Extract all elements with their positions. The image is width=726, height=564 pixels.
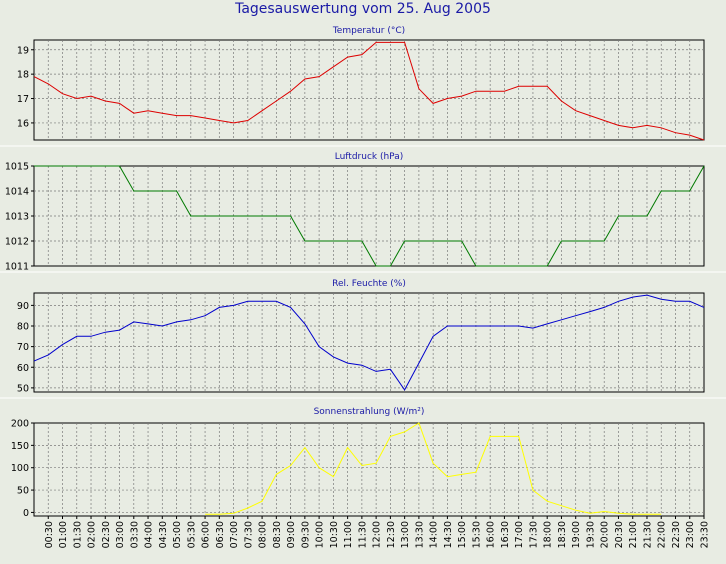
panel-title: Sonnenstrahlung (W/m²) bbox=[314, 407, 425, 417]
y-tick-label: 200 bbox=[11, 419, 29, 430]
plot-area bbox=[33, 165, 705, 267]
y-tick-label: 70 bbox=[17, 342, 29, 353]
x-tick-label: 21:30 bbox=[643, 521, 654, 548]
x-tick-label: 04:30 bbox=[158, 521, 169, 548]
x-tick-label: 11:30 bbox=[357, 521, 368, 548]
x-tick-label: 02:30 bbox=[101, 521, 112, 548]
x-tick-label: 17:00 bbox=[514, 521, 525, 548]
x-tick-label: 12:00 bbox=[372, 521, 383, 548]
y-tick-label: 100 bbox=[11, 463, 29, 474]
y-tick-label: 80 bbox=[17, 322, 29, 333]
y-tick-label: 1011 bbox=[5, 262, 29, 273]
x-tick-label: 01:00 bbox=[58, 521, 69, 548]
y-tick-label: 1012 bbox=[5, 237, 29, 248]
x-tick-label: 22:30 bbox=[671, 521, 682, 548]
x-tick-label: 14:30 bbox=[443, 521, 454, 548]
x-tick-label: 00:30 bbox=[44, 521, 55, 548]
panel-title: Temperatur (°C) bbox=[332, 26, 405, 36]
series-line bbox=[34, 165, 705, 267]
chart-panel-3: Sonnenstrahlung (W/m²) 0 50 100 150 200 bbox=[11, 407, 705, 519]
y-tick-label: 50 bbox=[17, 486, 29, 497]
plot-area bbox=[33, 39, 705, 141]
x-tick-label: 16:30 bbox=[500, 521, 511, 548]
x-axis: 00:30 01:00 01:30 02:00 02:30 03:00 03:30 04:00… bbox=[44, 516, 711, 548]
y-tick-label: 150 bbox=[11, 441, 29, 452]
x-tick-label: 08:30 bbox=[272, 521, 283, 548]
x-tick-label: 06:30 bbox=[215, 521, 226, 548]
y-tick-label: 90 bbox=[17, 301, 29, 312]
x-tick-label: 23:00 bbox=[685, 521, 696, 548]
panel-title: Rel. Feuchte (%) bbox=[332, 279, 406, 289]
x-tick-label: 19:00 bbox=[571, 521, 582, 548]
x-tick-label: 09:00 bbox=[286, 521, 297, 548]
x-tick-label: 04:00 bbox=[144, 521, 155, 548]
plot-area bbox=[33, 422, 705, 517]
x-tick-label: 05:00 bbox=[172, 521, 183, 548]
series-line bbox=[33, 294, 705, 391]
x-tick-label: 14:00 bbox=[429, 521, 440, 548]
chart-panel-1: Luftdruck (hPa) 1011 1012 1013 1014 1015 bbox=[0, 152, 726, 273]
x-tick-label: 22:00 bbox=[657, 521, 668, 548]
y-tick-label: 60 bbox=[17, 363, 29, 374]
x-tick-label: 01:30 bbox=[72, 521, 83, 548]
x-tick-label: 21:00 bbox=[628, 521, 639, 548]
x-tick-label: 07:30 bbox=[243, 521, 254, 548]
x-tick-label: 03:00 bbox=[115, 521, 126, 548]
x-tick-label: 06:00 bbox=[201, 521, 212, 548]
plot-area bbox=[33, 292, 705, 393]
y-tick-label: 17 bbox=[17, 94, 29, 105]
x-tick-label: 18:00 bbox=[543, 521, 554, 548]
x-tick-label: 20:30 bbox=[614, 521, 625, 548]
x-tick-label: 10:00 bbox=[315, 521, 326, 548]
page-title: Tagesauswertung vom 25. Aug 2005 bbox=[235, 1, 491, 17]
chart-panel-0: Temperatur (°C) 16 17 18 19 bbox=[0, 26, 726, 147]
y-tick-label: 50 bbox=[17, 383, 29, 394]
x-tick-label: 15:30 bbox=[471, 521, 482, 548]
y-tick-label: 1014 bbox=[5, 187, 29, 198]
y-tick-label: 16 bbox=[17, 118, 29, 129]
series-line bbox=[205, 422, 662, 515]
x-tick-label: 02:00 bbox=[87, 521, 98, 548]
y-tick-label: 1013 bbox=[5, 212, 29, 223]
x-tick-label: 08:00 bbox=[258, 521, 269, 548]
x-tick-label: 16:00 bbox=[486, 521, 497, 548]
x-tick-label: 20:00 bbox=[600, 521, 611, 548]
x-tick-label: 09:30 bbox=[300, 521, 311, 548]
x-tick-label: 10:30 bbox=[329, 521, 340, 548]
x-tick-label: 18:30 bbox=[557, 521, 568, 548]
y-tick-label: 0 bbox=[23, 508, 29, 519]
x-tick-label: 07:00 bbox=[229, 521, 240, 548]
y-tick-label: 18 bbox=[17, 70, 29, 81]
series-line bbox=[33, 41, 705, 141]
x-tick-label: 05:30 bbox=[186, 521, 197, 548]
x-tick-label: 23:30 bbox=[700, 521, 711, 548]
x-tick-label: 13:30 bbox=[414, 521, 425, 548]
panel-title: Luftdruck (hPa) bbox=[335, 152, 404, 162]
chart-panel-2: Rel. Feuchte (%) 50 60 70 80 90 bbox=[0, 279, 726, 399]
x-tick-label: 11:00 bbox=[343, 521, 354, 548]
y-tick-label: 1015 bbox=[5, 162, 29, 173]
x-tick-label: 15:00 bbox=[457, 521, 468, 548]
x-tick-label: 19:30 bbox=[586, 521, 597, 548]
y-tick-label: 19 bbox=[17, 45, 29, 56]
x-tick-label: 12:30 bbox=[386, 521, 397, 548]
x-tick-label: 03:30 bbox=[129, 521, 140, 548]
x-tick-label: 17:30 bbox=[528, 521, 539, 548]
x-tick-label: 13:00 bbox=[400, 521, 411, 548]
